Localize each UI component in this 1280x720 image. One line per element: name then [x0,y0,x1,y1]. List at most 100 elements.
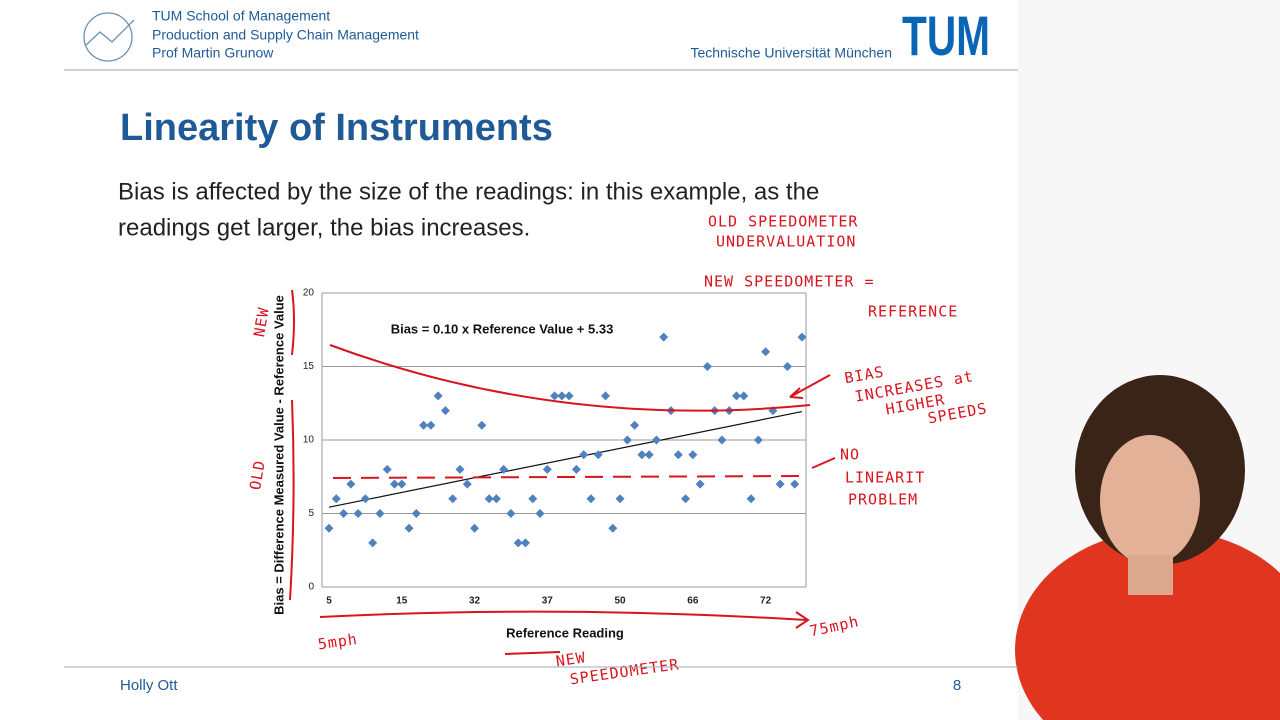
data-point [797,332,807,342]
data-point [579,450,589,460]
data-point [368,538,378,548]
data-point [491,494,501,504]
data-point [506,509,516,518]
presenter-neck [1128,555,1173,595]
university: Technische Universität München [690,45,892,61]
data-point [637,450,647,460]
data-point [782,362,792,371]
body-line: Bias is affected by the size of the read… [118,178,819,205]
data-point [644,450,654,460]
data-point [535,509,545,518]
chair: Production and Supply Chain Management [152,27,419,43]
data-point [346,479,356,489]
data-point [688,450,698,460]
data-point [339,509,349,518]
data-point [593,450,603,460]
data-point [557,391,567,401]
body-line: readings get larger, the bias increases. [118,214,530,241]
data-point [360,494,370,504]
data-point [411,509,421,518]
data-point [746,494,756,504]
data-point [382,464,392,474]
data-point [397,479,407,489]
data-point [324,523,334,533]
presenter-name: Holly Ott [120,677,178,694]
data-point [630,420,640,430]
x-axis-title: Reference Reading [506,625,624,640]
presenter-body [1015,530,1280,720]
data-point [615,494,625,504]
annotation: NEW SPEEDOMETER = [704,273,875,291]
x-tick-label: 72 [760,596,772,607]
x-tick-label: 66 [687,596,699,607]
data-point [477,420,487,430]
data-point [702,362,712,371]
data-point [695,479,705,489]
ink [289,289,836,655]
annotation: REFERENCE [868,303,958,321]
data-point [608,523,618,533]
data-point [433,391,443,401]
y-tick-label: 0 [308,582,314,593]
x-tick-label: 50 [615,596,627,607]
data-point [659,332,669,342]
data-point [484,494,494,504]
school: TUM School of Management [152,8,330,24]
logo-sketch [83,12,135,62]
data-point [601,391,611,401]
annotation: NO [840,446,860,464]
data-point [681,494,691,504]
annotation: OLD SPEEDOMETER [708,213,858,231]
annotation: OLD [246,459,269,492]
data-point [440,406,450,416]
y-tick-label: 15 [303,361,315,372]
equation: Bias = 0.10 x Reference Value + 5.33 [391,321,614,336]
data-point [651,435,661,445]
plot: 0 5 10 15 20 5 15 32 37 50 66 72 [303,288,807,607]
x-tick-label: 37 [542,596,554,607]
data-point [564,391,574,401]
presenter-face [1100,435,1200,565]
data-point [404,523,414,533]
trend-line [328,410,803,508]
annotation: NEW [250,306,273,339]
data-point [389,479,399,489]
data-point [717,435,727,445]
annotation: 5mph [317,630,359,653]
data-point [622,435,632,445]
professor: Prof Martin Grunow [152,45,274,61]
data-point [528,494,538,504]
annotation: UNDERVALUATION [716,233,856,251]
data-point [732,391,742,401]
data-point [426,420,436,430]
data-point [520,538,530,548]
annotation: PROBLEM [848,491,918,509]
data-point [673,450,683,460]
data-point [419,420,429,430]
data-point [586,494,596,504]
annotation: NEW [555,648,587,670]
data-point [462,479,472,489]
data-point [513,538,523,548]
tum-logo: TUM [902,4,990,67]
data-point [542,464,552,474]
data-point [455,464,465,474]
x-tick-label: 5 [326,596,332,607]
data-point [353,509,363,518]
annotation: 75mph [808,612,861,640]
page-number: 8 [953,677,961,694]
data-point [775,479,785,489]
data-point [753,435,763,445]
x-tick-label: 32 [469,596,481,607]
y-tick-label: 20 [303,288,315,299]
y-tick-label: 5 [308,508,314,519]
data-point [470,523,480,533]
y-axis-title: Bias = Difference Measured Value - Refer… [271,295,286,615]
x-tick-label: 15 [396,596,408,607]
data-point [448,494,458,504]
data-point [739,391,749,401]
data-point [761,347,771,357]
y-tick-label: 10 [303,435,315,446]
slide-title: Linearity of Instruments [120,107,553,149]
